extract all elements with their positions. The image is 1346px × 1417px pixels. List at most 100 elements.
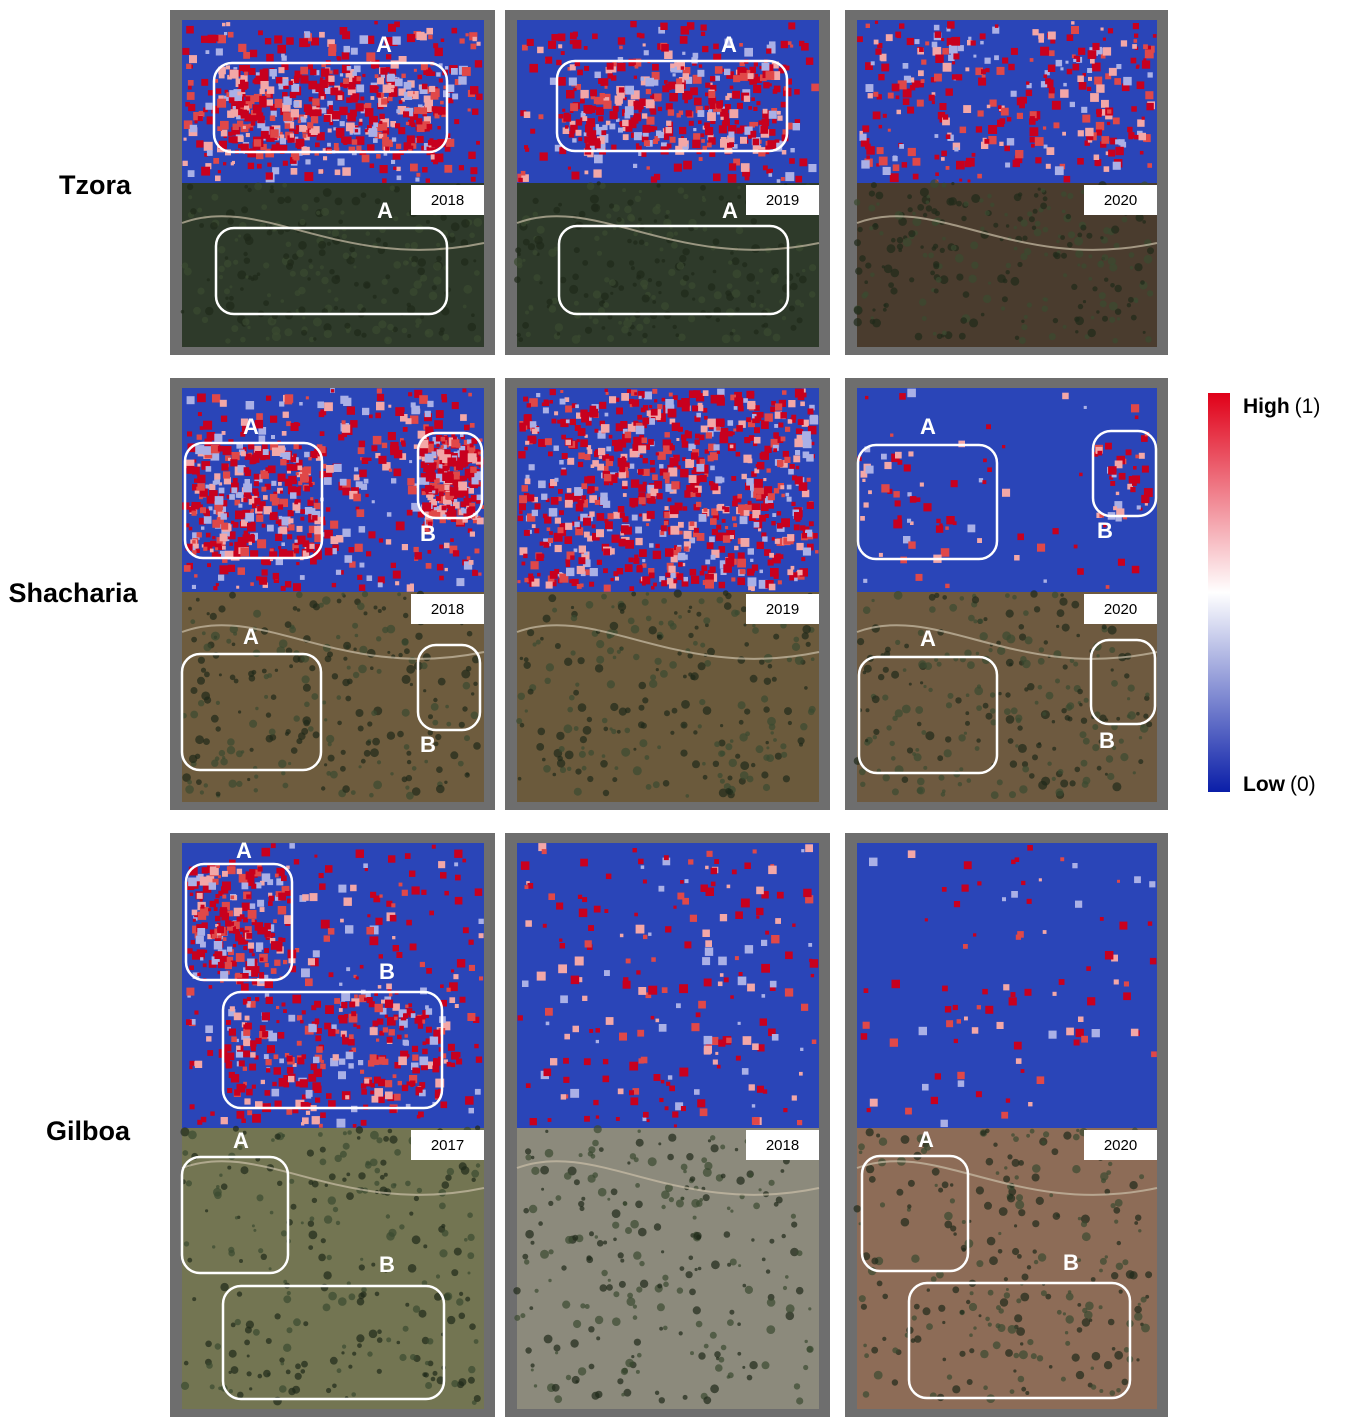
heatmap-speckle [466, 33, 469, 36]
tree [652, 300, 656, 304]
heatmap-speckle [362, 458, 369, 465]
heatmap-speckle [707, 542, 714, 549]
tree [1065, 715, 1071, 721]
heatmap-speckle [806, 454, 814, 462]
heatmap-speckle [1145, 50, 1154, 59]
tree [661, 598, 667, 604]
row-label: Tzora [59, 170, 132, 200]
heatmap-speckle [1147, 163, 1152, 168]
heatmap-speckle [197, 473, 200, 476]
heatmap-speckle [404, 142, 412, 150]
tree [1056, 625, 1059, 628]
heatmap-speckle [223, 162, 226, 165]
heatmap-speckle [678, 562, 683, 567]
heatmap-speckle [705, 106, 709, 110]
annotation-label: A [920, 414, 936, 439]
tree [635, 196, 641, 202]
heatmap-speckle [669, 566, 676, 573]
tree [585, 327, 592, 334]
heatmap-speckle [376, 93, 381, 98]
panel: 2018AA [170, 10, 495, 355]
heatmap-speckle [475, 60, 482, 67]
heatmap-speckle [641, 408, 646, 413]
tree [756, 281, 759, 284]
tree [373, 781, 382, 790]
heatmap-speckle [596, 97, 604, 105]
tree [984, 617, 988, 621]
heatmap-speckle [668, 409, 677, 418]
heatmap-speckle [248, 495, 252, 499]
tree [759, 659, 765, 665]
heatmap-speckle [815, 550, 818, 553]
heatmap-speckle [287, 464, 294, 471]
tree [421, 662, 428, 669]
heatmap-speckle [470, 532, 475, 537]
heatmap-speckle [983, 459, 987, 463]
tree [308, 726, 314, 732]
heatmap-speckle [734, 397, 743, 406]
heatmap-speckle [968, 180, 971, 183]
heatmap-speckle [682, 52, 685, 55]
heatmap-speckle [576, 130, 582, 136]
tree [204, 644, 212, 652]
heatmap-speckle [883, 167, 891, 175]
tree [1111, 680, 1118, 687]
tree [372, 738, 380, 746]
tree [547, 299, 553, 305]
heatmap-speckle [581, 483, 587, 489]
heatmap-speckle [790, 148, 794, 152]
tree [703, 227, 708, 232]
heatmap-speckle [981, 69, 986, 74]
tree [942, 183, 947, 188]
tree [751, 218, 757, 224]
tree [948, 693, 954, 699]
heatmap-speckle [470, 167, 477, 174]
heatmap-speckle [221, 463, 228, 470]
heatmap-speckle [548, 41, 556, 49]
tree [891, 671, 899, 679]
heatmap-speckle [1096, 84, 1104, 92]
heatmap-speckle [859, 134, 866, 141]
tree [569, 285, 578, 294]
heatmap-speckle [693, 128, 696, 131]
heatmap-speckle [669, 93, 678, 102]
tree [556, 732, 564, 740]
tree [353, 672, 359, 678]
heatmap-speckle [619, 87, 624, 92]
heatmap-speckle [290, 40, 294, 44]
tree [407, 303, 411, 307]
heatmap-speckle [1078, 48, 1085, 55]
tree [643, 317, 650, 324]
heatmap-speckle [342, 167, 351, 176]
heatmap-speckle [629, 586, 634, 591]
heatmap-speckle [731, 577, 735, 581]
tree [670, 731, 674, 735]
tree [744, 709, 750, 715]
tree [243, 233, 251, 241]
heatmap-speckle [220, 400, 227, 407]
tree [1092, 724, 1098, 730]
heatmap-speckle [660, 531, 664, 535]
heatmap-speckle [933, 47, 942, 56]
tree [564, 724, 573, 733]
heatmap-speckle [761, 421, 769, 429]
tree [574, 726, 579, 731]
heatmap-speckle [468, 453, 477, 462]
heatmap-speckle [710, 76, 715, 81]
tree [311, 693, 318, 700]
tree [249, 720, 257, 728]
heatmap-speckle [899, 144, 904, 149]
heatmap-speckle [470, 423, 475, 428]
tree [352, 197, 361, 206]
tree [467, 631, 473, 637]
tree [577, 335, 580, 338]
heatmap-speckle [754, 427, 760, 433]
tree [340, 766, 346, 772]
tree [382, 279, 388, 285]
tree [330, 771, 338, 779]
tree [393, 216, 398, 221]
heatmap-speckle [188, 80, 194, 86]
tree [809, 264, 816, 271]
heatmap-speckle [649, 405, 652, 408]
tree [864, 280, 868, 284]
